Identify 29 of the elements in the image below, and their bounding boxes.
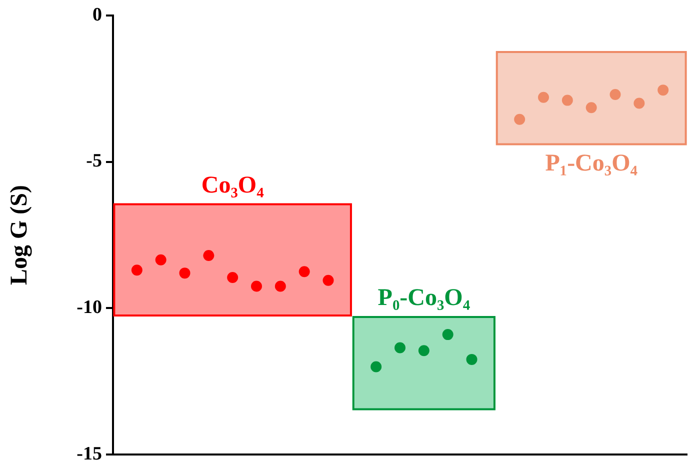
point	[131, 264, 142, 276]
y-tick-label: -10	[76, 297, 102, 318]
series-label: P₁-Co₃O₄	[545, 150, 638, 176]
point	[155, 254, 166, 266]
point	[442, 329, 454, 340]
point	[562, 94, 573, 106]
point	[466, 354, 478, 365]
y-tick-label: 0	[92, 4, 102, 26]
point	[298, 266, 310, 278]
y-axis-title: Log G (S)	[6, 184, 33, 286]
point	[227, 272, 238, 283]
series-label: P₀-Co₃O₄	[378, 285, 470, 312]
point	[538, 92, 549, 103]
point	[586, 102, 597, 114]
point	[394, 342, 406, 354]
point	[370, 361, 382, 372]
point	[203, 250, 214, 261]
text: Co₃O₄	[201, 172, 264, 198]
y-tick-label: -15	[76, 444, 102, 465]
point	[274, 280, 286, 292]
point	[418, 345, 430, 356]
point	[658, 84, 669, 96]
point	[322, 274, 334, 286]
point	[514, 114, 526, 125]
y-tick-label: -5	[86, 150, 102, 172]
point	[610, 88, 621, 100]
point	[251, 280, 262, 292]
point	[634, 98, 645, 109]
point	[179, 268, 190, 279]
